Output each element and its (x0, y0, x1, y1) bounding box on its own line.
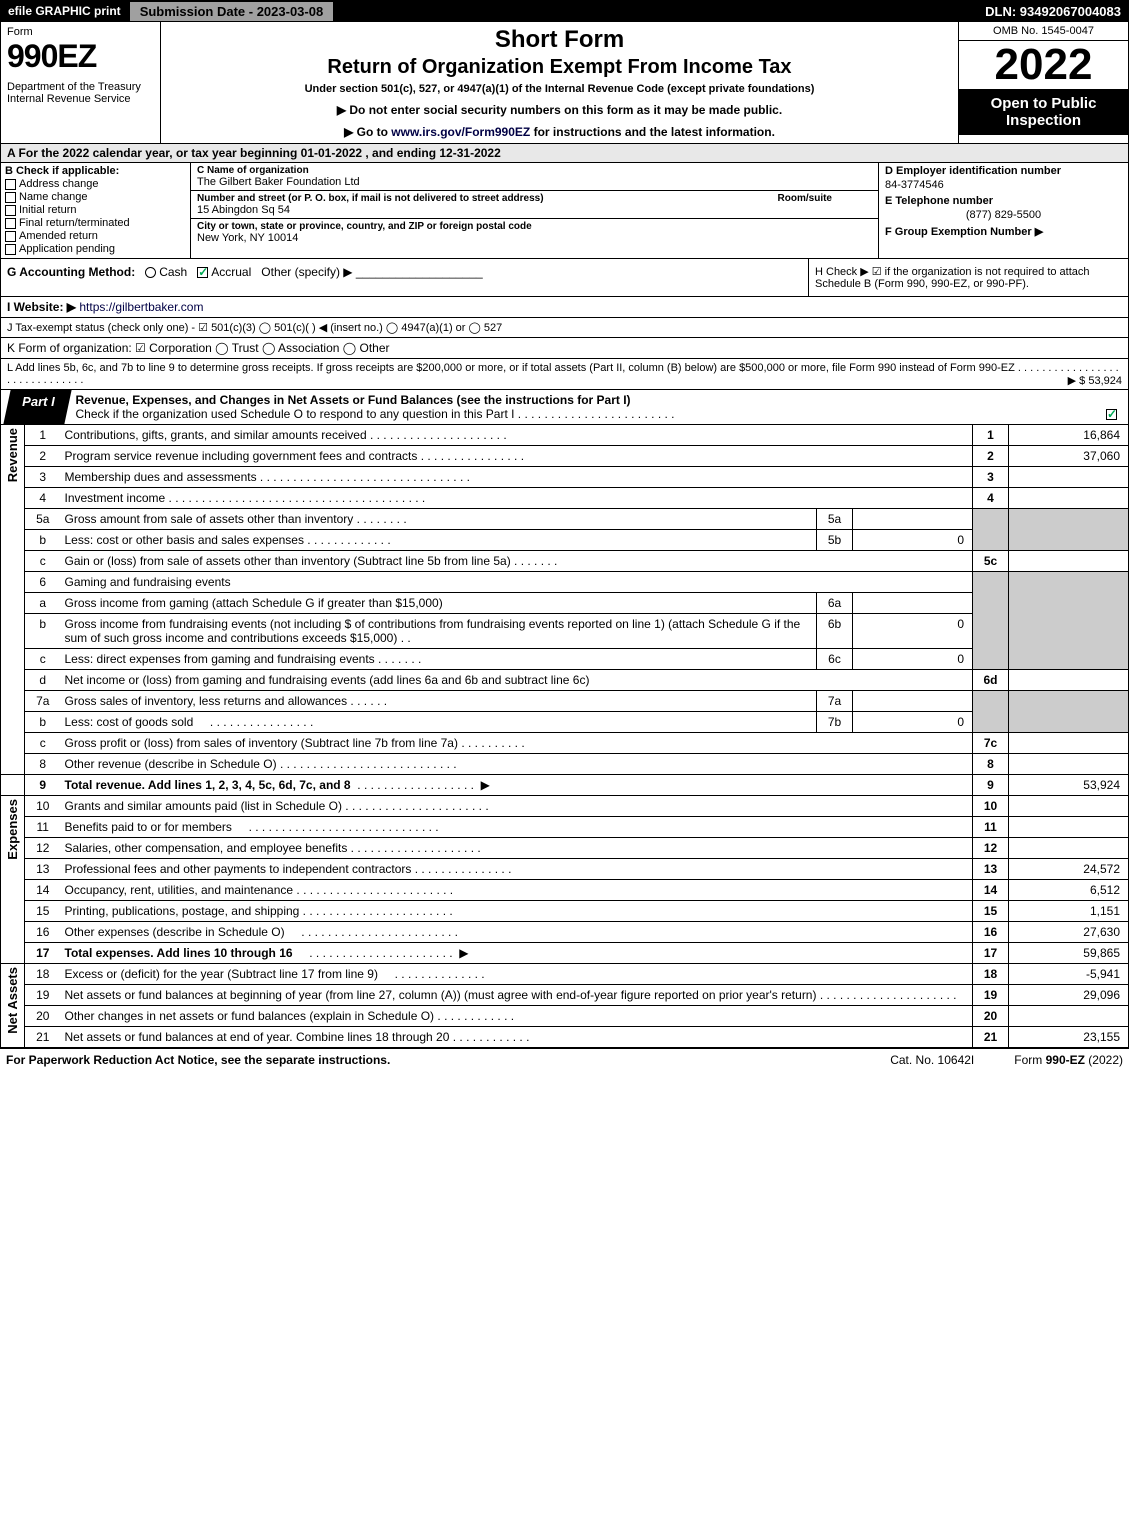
check-name-change[interactable]: Name change (5, 191, 186, 203)
omb-number: OMB No. 1545-0047 (959, 22, 1128, 41)
col-b-checkboxes: B Check if applicable: Address change Na… (1, 163, 191, 258)
org-address: 15 Abingdon Sq 54 (197, 204, 872, 216)
part1-tab: Part I (3, 390, 71, 424)
lines-table: Revenue 1 Contributions, gifts, grants, … (0, 425, 1129, 1048)
row-j-tax-status: J Tax-exempt status (check only one) - ☑… (0, 318, 1129, 338)
instr-goto: ▶ Go to www.irs.gov/Form990EZ for instru… (171, 125, 948, 139)
header-right: OMB No. 1545-0047 2022 Open to Public In… (958, 22, 1128, 143)
dln: DLN: 93492067004083 (977, 2, 1129, 21)
b-label: B Check if applicable: (5, 165, 186, 177)
line2-value: 37,060 (1009, 446, 1129, 467)
check-address-change[interactable]: Address change (5, 178, 186, 190)
col-c-org: C Name of organization The Gilbert Baker… (191, 163, 878, 258)
subtitle: Under section 501(c), 527, or 4947(a)(1)… (171, 83, 948, 95)
form-header: Form 990EZ Department of the Treasury In… (0, 22, 1129, 144)
footer: For Paperwork Reduction Act Notice, see … (0, 1048, 1129, 1071)
tel-value: (877) 829-5500 (885, 209, 1122, 221)
room-label: Room/suite (778, 193, 832, 204)
ein-value: 84-3774546 (885, 179, 1122, 191)
line14-value: 6,512 (1009, 880, 1129, 901)
side-revenue: Revenue (5, 428, 20, 482)
row-l-gross-receipts: L Add lines 5b, 6c, and 7b to line 9 to … (0, 359, 1129, 390)
col-d-ein: D Employer identification number 84-3774… (878, 163, 1128, 258)
part1-title: Revenue, Expenses, and Changes in Net As… (68, 390, 1098, 424)
gross-receipts-amount: ▶ $ 53,924 (1068, 374, 1122, 387)
d-tel-label: E Telephone number (885, 195, 1122, 207)
org-city: New York, NY 10014 (197, 232, 872, 244)
c-city-label: City or town, state or province, country… (197, 221, 872, 232)
line13-value: 24,572 (1009, 859, 1129, 880)
title-return: Return of Organization Exempt From Incom… (171, 56, 948, 79)
d-grp-label: F Group Exemption Number ▶ (885, 225, 1122, 238)
row-g-accounting: G Accounting Method: Cash Accrual Other … (1, 259, 808, 296)
website-link[interactable]: https://gilbertbaker.com (79, 300, 203, 314)
tax-year: 2022 (959, 41, 1128, 89)
line1-value: 16,864 (1009, 425, 1129, 446)
side-expenses: Expenses (5, 799, 20, 860)
header-center: Short Form Return of Organization Exempt… (161, 22, 958, 143)
side-netassets: Net Assets (5, 967, 20, 1034)
check-amended-return[interactable]: Amended return (5, 230, 186, 242)
org-name: The Gilbert Baker Foundation Ltd (197, 176, 872, 188)
line17-total-expenses: 59,865 (1009, 943, 1129, 964)
submission-date: Submission Date - 2023-03-08 (129, 1, 335, 22)
footer-paperwork: For Paperwork Reduction Act Notice, see … (6, 1053, 390, 1067)
line15-value: 1,151 (1009, 901, 1129, 922)
instr-ssn: ▶ Do not enter social security numbers o… (171, 103, 948, 117)
department: Department of the Treasury Internal Reve… (7, 81, 154, 105)
row-i-website: I Website: ▶ https://gilbertbaker.com (0, 297, 1129, 318)
d-ein-label: D Employer identification number (885, 165, 1122, 177)
title-short-form: Short Form (171, 26, 948, 54)
open-to-public: Open to Public Inspection (959, 89, 1128, 135)
form-number: 990EZ (7, 38, 154, 75)
row-a-tax-year: A For the 2022 calendar year, or tax yea… (0, 144, 1129, 163)
part1-header: Part I Revenue, Expenses, and Changes in… (0, 390, 1129, 425)
top-bar: efile GRAPHIC print Submission Date - 20… (0, 0, 1129, 22)
line16-value: 27,630 (1009, 922, 1129, 943)
line19-value: 29,096 (1009, 985, 1129, 1006)
c-name-label: C Name of organization (197, 165, 872, 176)
part1-check[interactable] (1098, 390, 1128, 424)
row-k-form-org: K Form of organization: ☑ Corporation ◯ … (0, 338, 1129, 359)
radio-cash[interactable] (145, 267, 156, 278)
row-gh: G Accounting Method: Cash Accrual Other … (0, 258, 1129, 297)
footer-catno: Cat. No. 10642I (890, 1053, 974, 1067)
c-addr-label: Number and street (or P. O. box, if mail… (197, 193, 544, 204)
efile-label: efile GRAPHIC print (0, 2, 129, 20)
check-application-pending[interactable]: Application pending (5, 243, 186, 255)
header-left: Form 990EZ Department of the Treasury In… (1, 22, 161, 143)
check-initial-return[interactable]: Initial return (5, 204, 186, 216)
row-h-scheduleb: H Check ▶ ☑ if the organization is not r… (808, 259, 1128, 296)
line9-total-revenue: 53,924 (1009, 775, 1129, 796)
check-accrual[interactable] (197, 267, 208, 278)
form-word: Form (7, 26, 154, 38)
check-final-return[interactable]: Final return/terminated (5, 217, 186, 229)
section-bcd: B Check if applicable: Address change Na… (0, 163, 1129, 258)
footer-formref: Form 990-EZ (2022) (1014, 1053, 1123, 1067)
line18-value: -5,941 (1009, 964, 1129, 985)
irs-link[interactable]: www.irs.gov/Form990EZ (391, 125, 530, 139)
line21-value: 23,155 (1009, 1027, 1129, 1048)
